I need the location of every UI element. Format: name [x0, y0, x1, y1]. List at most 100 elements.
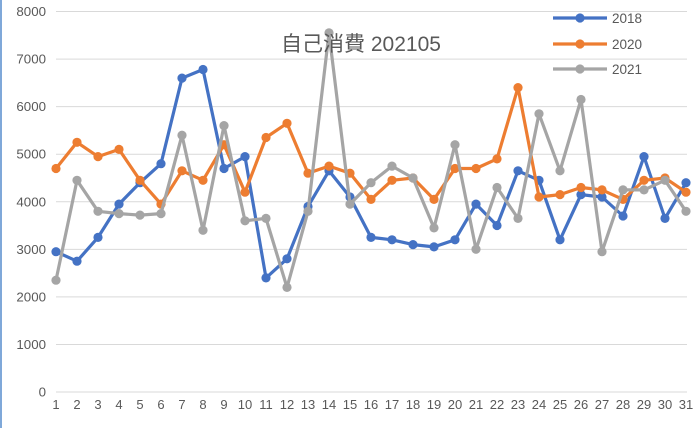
- x-axis-tick-label: 30: [658, 397, 672, 412]
- data-point-marker: [534, 192, 544, 202]
- legend-marker: [575, 64, 585, 74]
- data-point-marker: [576, 182, 586, 193]
- data-point-marker: [366, 194, 376, 204]
- x-axis-tick-label: 14: [322, 397, 336, 412]
- x-axis-tick-label: 17: [385, 397, 399, 412]
- data-series[interactable]: [51, 28, 691, 292]
- data-point-marker: [429, 194, 439, 204]
- series-2021[interactable]: [51, 28, 691, 292]
- data-point-marker: [429, 242, 439, 252]
- x-axis-tick-label: 1: [52, 397, 59, 412]
- legend[interactable]: 2018 2020 2021: [553, 11, 642, 77]
- data-point-marker: [282, 282, 292, 292]
- data-point-marker: [282, 254, 292, 264]
- y-axis-labels: 0 1000 2000 3000 4000 5000 6000 7000 8000: [16, 4, 46, 400]
- y-axis-tick-label: 7000: [16, 52, 46, 67]
- data-point-marker: [93, 152, 103, 162]
- data-point-marker: [450, 140, 460, 150]
- x-axis-tick-label: 29: [637, 397, 651, 412]
- legend-item-2018[interactable]: 2018: [553, 11, 642, 26]
- data-point-marker: [492, 154, 502, 164]
- x-axis-tick-label: 8: [199, 397, 206, 412]
- data-point-marker: [135, 175, 145, 185]
- window-left-edge: [0, 0, 2, 428]
- legend-label: 2020: [612, 37, 642, 52]
- data-point-marker: [618, 185, 628, 195]
- data-point-marker: [177, 73, 187, 83]
- x-axis-tick-label: 10: [238, 397, 252, 412]
- data-point-marker: [450, 235, 460, 245]
- legend-item-2020[interactable]: 2020: [553, 37, 642, 52]
- data-point-marker: [555, 166, 565, 176]
- y-axis-tick-label: 1000: [16, 337, 46, 352]
- data-point-marker: [471, 163, 481, 174]
- data-point-marker: [156, 159, 166, 169]
- x-axis-tick-label: 13: [301, 397, 315, 412]
- data-point-marker: [492, 182, 502, 193]
- series-2018[interactable]: [51, 64, 691, 283]
- data-point-marker: [177, 166, 187, 176]
- data-point-marker: [135, 210, 145, 220]
- data-point-marker: [366, 178, 376, 188]
- data-point-marker: [555, 235, 565, 245]
- x-axis-tick-label: 12: [280, 397, 294, 412]
- x-axis-tick-label: 24: [532, 397, 546, 412]
- x-axis-tick-label: 6: [157, 397, 164, 412]
- y-axis-tick-label: 6000: [16, 99, 46, 114]
- x-axis-tick-label: 31: [679, 397, 693, 412]
- x-axis-tick-label: 15: [343, 397, 357, 412]
- data-point-marker: [366, 232, 376, 242]
- data-point-marker: [324, 28, 334, 38]
- data-point-marker: [387, 235, 397, 245]
- y-axis-tick-label: 0: [39, 385, 46, 400]
- data-point-marker: [177, 130, 187, 140]
- data-point-marker: [345, 199, 355, 209]
- data-point-marker: [597, 192, 607, 202]
- x-axis-tick-label: 21: [469, 397, 483, 412]
- legend-marker: [575, 39, 585, 49]
- x-axis-tick-label: 9: [220, 397, 227, 412]
- data-point-marker: [219, 163, 229, 174]
- x-axis-tick-label: 7: [178, 397, 185, 412]
- data-point-marker: [261, 273, 271, 283]
- data-point-marker: [639, 152, 649, 162]
- chart-title[interactable]: 自己消費 202105: [281, 33, 441, 56]
- data-point-marker: [240, 187, 250, 197]
- data-point-marker: [639, 185, 649, 195]
- data-point-marker: [429, 223, 439, 233]
- data-point-marker: [303, 168, 313, 178]
- data-point-marker: [282, 118, 292, 128]
- data-point-marker: [513, 166, 523, 176]
- data-point-marker: [450, 163, 460, 174]
- data-point-marker: [51, 163, 61, 174]
- x-axis-tick-label: 18: [406, 397, 420, 412]
- data-point-marker: [513, 213, 523, 223]
- x-axis-tick-label: 19: [427, 397, 441, 412]
- legend-label: 2018: [612, 11, 642, 26]
- data-point-marker: [513, 83, 523, 93]
- y-axis-tick-label: 3000: [16, 242, 46, 257]
- x-axis-tick-label: 11: [259, 397, 273, 412]
- data-point-marker: [261, 213, 271, 223]
- data-point-marker: [471, 244, 481, 254]
- data-point-marker: [639, 175, 649, 185]
- x-axis-tick-label: 28: [616, 397, 630, 412]
- data-point-marker: [555, 190, 565, 200]
- data-point-marker: [660, 175, 670, 185]
- x-axis-tick-label: 4: [115, 397, 122, 412]
- data-point-marker: [408, 240, 418, 250]
- data-point-marker: [240, 152, 250, 162]
- data-point-marker: [72, 256, 82, 266]
- data-point-marker: [219, 121, 229, 131]
- x-axis-tick-label: 22: [490, 397, 504, 412]
- data-point-marker: [597, 185, 607, 195]
- data-point-marker: [303, 206, 313, 216]
- data-point-marker: [681, 187, 691, 197]
- data-point-marker: [261, 132, 271, 143]
- y-axis-tick-label: 5000: [16, 147, 46, 162]
- x-axis-tick-label: 27: [595, 397, 609, 412]
- y-axis-tick-label: 2000: [16, 289, 46, 304]
- legend-item-2021[interactable]: 2021: [553, 62, 642, 77]
- data-point-marker: [576, 190, 586, 200]
